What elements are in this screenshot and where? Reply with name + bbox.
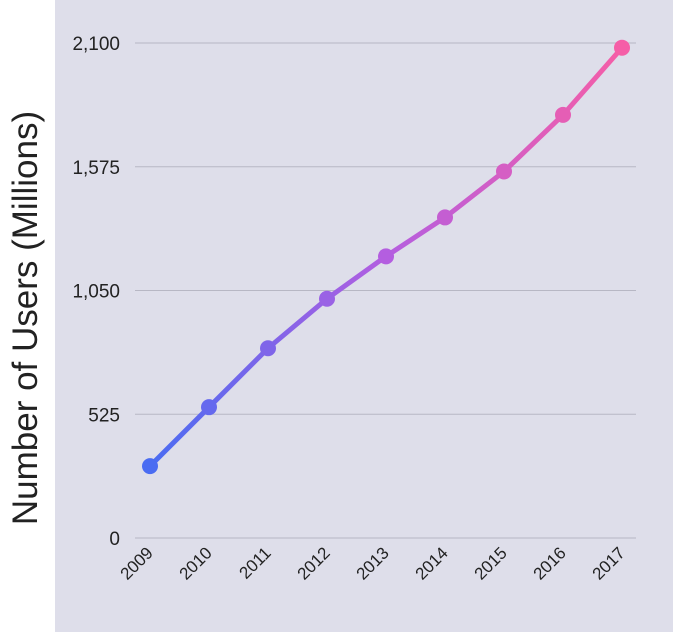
data-point[interactable]	[437, 209, 453, 226]
data-point[interactable]	[260, 340, 276, 357]
x-tick-label: 2013	[353, 543, 393, 583]
data-point[interactable]	[614, 39, 630, 56]
data-point[interactable]	[201, 399, 217, 416]
y-tick-label: 525	[88, 405, 120, 426]
data-point[interactable]	[142, 458, 158, 475]
x-tick-label: 2015	[471, 543, 511, 583]
x-tick-label: 2010	[176, 543, 216, 583]
x-tick-label: 2012	[294, 543, 334, 583]
data-point[interactable]	[378, 248, 394, 265]
y-tick-label: 1,050	[72, 282, 120, 303]
data-point[interactable]	[555, 106, 571, 123]
y-tick-label: 1,575	[72, 158, 120, 179]
x-tick-label: 2017	[589, 543, 629, 583]
x-tick-label: 2011	[236, 543, 275, 582]
x-tick-label: 2014	[412, 543, 452, 583]
data-point[interactable]	[496, 163, 512, 180]
data-point[interactable]	[319, 290, 335, 307]
x-tick-label: 2009	[117, 543, 157, 583]
x-tick-label: 2016	[530, 543, 570, 583]
y-tick-label: 2,100	[72, 34, 120, 55]
y-axis-label: Number of Users (Millions)	[6, 111, 45, 525]
y-tick-label: 0	[109, 529, 120, 550]
